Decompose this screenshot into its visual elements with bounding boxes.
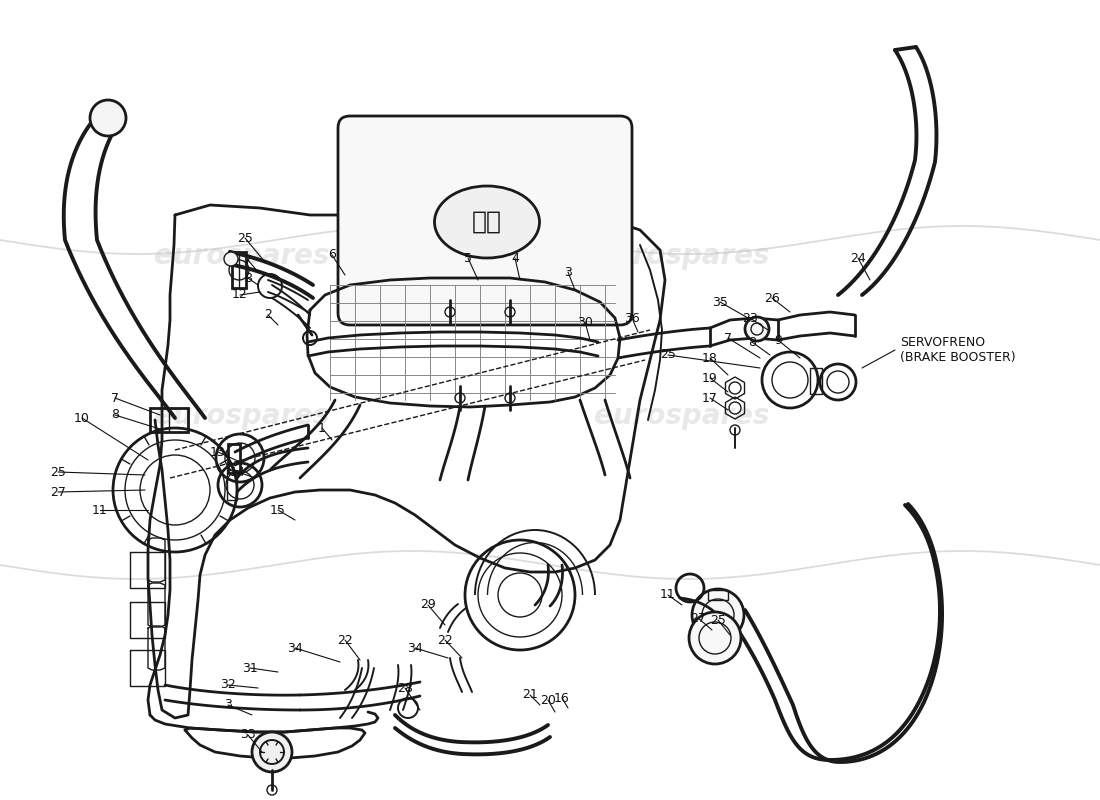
Text: 34: 34 bbox=[287, 642, 303, 654]
Text: 32: 32 bbox=[220, 678, 235, 691]
Text: 7: 7 bbox=[724, 331, 732, 345]
Text: 35: 35 bbox=[712, 295, 728, 309]
Text: 8: 8 bbox=[244, 271, 252, 285]
Text: 23: 23 bbox=[742, 311, 758, 325]
Circle shape bbox=[90, 100, 126, 136]
Text: 11: 11 bbox=[660, 589, 675, 602]
Text: 5: 5 bbox=[464, 251, 472, 265]
Text: 26: 26 bbox=[764, 291, 780, 305]
Text: 12: 12 bbox=[232, 289, 248, 302]
Bar bbox=[227, 470, 236, 500]
Text: 25: 25 bbox=[711, 614, 726, 626]
Bar bbox=[228, 444, 240, 473]
Text: 2: 2 bbox=[264, 309, 272, 322]
Circle shape bbox=[692, 589, 744, 641]
Circle shape bbox=[252, 732, 292, 772]
Circle shape bbox=[224, 252, 238, 266]
Text: 6: 6 bbox=[328, 249, 336, 262]
Text: 29: 29 bbox=[420, 598, 436, 611]
Text: 3: 3 bbox=[564, 266, 572, 278]
Circle shape bbox=[745, 317, 769, 341]
Text: 16: 16 bbox=[554, 691, 570, 705]
Text: 22: 22 bbox=[337, 634, 353, 646]
Text: 11: 11 bbox=[92, 503, 108, 517]
Text: 1: 1 bbox=[318, 422, 326, 434]
Text: 8: 8 bbox=[748, 335, 756, 349]
Text: 18: 18 bbox=[702, 351, 718, 365]
Text: 25: 25 bbox=[238, 231, 253, 245]
Text: eurospares: eurospares bbox=[154, 242, 330, 270]
Bar bbox=[708, 590, 728, 600]
Text: 25: 25 bbox=[660, 349, 675, 362]
Text: 21: 21 bbox=[522, 689, 538, 702]
Text: 36: 36 bbox=[624, 311, 640, 325]
Text: 24: 24 bbox=[850, 251, 866, 265]
Text: 28: 28 bbox=[397, 682, 412, 694]
Text: 9: 9 bbox=[774, 334, 782, 346]
Text: 3: 3 bbox=[224, 698, 232, 711]
Text: 13: 13 bbox=[210, 446, 225, 458]
Text: 31: 31 bbox=[242, 662, 257, 674]
Text: 25: 25 bbox=[51, 466, 66, 478]
Bar bbox=[810, 368, 822, 394]
Text: 19: 19 bbox=[702, 371, 718, 385]
Text: 8: 8 bbox=[111, 409, 119, 422]
Text: 34: 34 bbox=[407, 642, 422, 654]
Text: 10: 10 bbox=[74, 411, 90, 425]
Text: 17: 17 bbox=[702, 391, 718, 405]
Text: SERVOFRENO
(BRAKE BOOSTER): SERVOFRENO (BRAKE BOOSTER) bbox=[900, 336, 1015, 364]
Text: 30: 30 bbox=[578, 315, 593, 329]
FancyBboxPatch shape bbox=[338, 116, 632, 325]
Ellipse shape bbox=[434, 186, 539, 258]
Text: 20: 20 bbox=[540, 694, 556, 706]
Text: 15: 15 bbox=[271, 503, 286, 517]
Text: 4: 4 bbox=[512, 251, 519, 265]
Text: 33: 33 bbox=[240, 729, 256, 742]
Text: 14: 14 bbox=[230, 466, 246, 478]
Text: 27: 27 bbox=[51, 486, 66, 498]
Text: eurospares: eurospares bbox=[154, 402, 330, 430]
Text: 22: 22 bbox=[437, 634, 453, 646]
Circle shape bbox=[689, 612, 741, 664]
Text: 27: 27 bbox=[690, 611, 706, 625]
Text: 7: 7 bbox=[111, 391, 119, 405]
Text: 𝓜𝓒: 𝓜𝓒 bbox=[472, 210, 502, 234]
Text: eurospares: eurospares bbox=[594, 242, 770, 270]
Text: 7: 7 bbox=[244, 254, 252, 266]
Text: eurospares: eurospares bbox=[594, 402, 770, 430]
Bar bbox=[150, 408, 188, 432]
Bar bbox=[232, 252, 246, 288]
